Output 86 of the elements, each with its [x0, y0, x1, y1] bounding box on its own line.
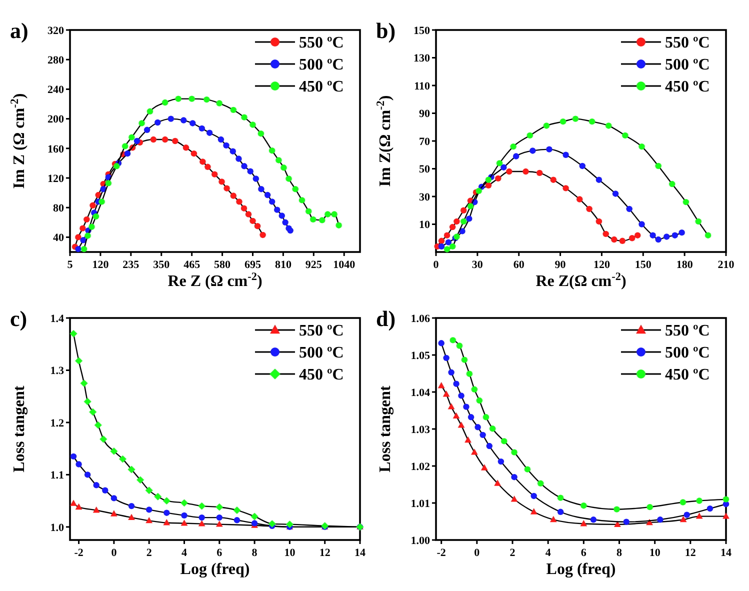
x-tick-label: 12	[319, 547, 331, 559]
y-tick-label: 1.2	[50, 417, 64, 430]
x-tick-label: 8	[616, 547, 622, 559]
y-tick-label: 1.01	[410, 498, 430, 510]
y-tick-label: 130	[414, 52, 430, 65]
x-tick-label: 120	[92, 259, 110, 271]
y-tick-label: 1.04	[410, 386, 430, 399]
x-tick-label: 350	[153, 259, 170, 271]
x-tick-label: -2	[436, 547, 446, 559]
x-tick-label: 0	[433, 259, 440, 271]
chart-title: c)	[10, 306, 28, 331]
y-tick-label: 200	[48, 114, 64, 126]
x-tick-label: 0	[111, 547, 118, 559]
chart-title: a)	[10, 18, 28, 43]
legend-label: 550 ºC	[299, 34, 344, 52]
y-tick-label: 80	[53, 202, 64, 214]
x-tick-label: 10	[649, 547, 661, 559]
x-tick-label: 60	[513, 259, 525, 271]
x-tick-label: -2	[74, 547, 84, 559]
chart-title: d)	[376, 306, 396, 331]
x-tick-label: 925	[305, 259, 322, 271]
legend-label: 500 ºC	[665, 344, 710, 362]
x-tick-label: 10	[284, 547, 296, 559]
legend-label: 450 ºC	[299, 78, 344, 96]
y-tick-label: 70	[419, 136, 430, 148]
y-tick-label: 280	[48, 54, 64, 66]
x-tick-label: 30	[472, 259, 484, 271]
x-tick-label: 90	[554, 259, 566, 271]
y-tick-label: 30	[419, 191, 430, 204]
x-tick-label: 12	[684, 547, 696, 559]
y-tick-label: 1.0	[50, 522, 64, 534]
y-tick-label: 1.03	[410, 424, 430, 436]
x-tick-label: 150	[634, 259, 652, 271]
x-axis-title: Re Z(Ω cm$^{-2}$)	[536, 271, 626, 290]
x-tick-label: 695	[244, 259, 262, 271]
y-tick-label: 90	[419, 108, 430, 120]
y-tick-label: 10	[419, 219, 430, 232]
x-tick-label: 5	[67, 259, 74, 271]
y-tick-label: 50	[419, 164, 430, 176]
x-tick-label: 465	[184, 259, 201, 271]
y-tick-label: 110	[414, 80, 430, 92]
y-tick-label: 160	[48, 143, 64, 156]
x-tick-label: 4	[181, 547, 188, 559]
legend-label: 550 ºC	[665, 34, 710, 52]
x-tick-label: 6	[580, 547, 587, 559]
x-tick-label: 120	[593, 259, 610, 271]
y-tick-label: 320	[48, 24, 64, 37]
legend-label: 550 ºC	[665, 322, 710, 340]
x-axis-title: Log (freq)	[180, 561, 250, 578]
legend-label: 450 ºC	[299, 366, 344, 384]
legend-label: 500 ºC	[665, 56, 710, 74]
x-axis-title: Re Z (Ω cm$^{-2}$)	[168, 271, 262, 290]
x-tick-label: 14	[720, 547, 732, 559]
x-tick-label: 180	[676, 259, 694, 271]
legend-label: 450 ºC	[665, 366, 710, 384]
legend-label: 550 ºC	[299, 322, 344, 340]
y-tick-label: 1.06	[410, 312, 430, 325]
x-axis-title: Log (freq)	[546, 561, 616, 578]
x-tick-label: 1040	[333, 259, 356, 271]
x-tick-label: 210	[718, 259, 735, 271]
x-tick-label: 6	[216, 547, 223, 559]
y-axis-title: Loss tangent	[11, 384, 28, 472]
y-tick-label: 1.05	[410, 350, 430, 362]
y-tick-label: 1.02	[410, 460, 430, 473]
chart-title: b)	[376, 18, 396, 43]
y-tick-label: 1.00	[410, 534, 430, 547]
y-tick-label: 1.4	[50, 312, 64, 325]
x-tick-label: 2	[510, 547, 516, 559]
y-tick-label: 150	[414, 24, 430, 37]
y-tick-label: 240	[48, 84, 64, 96]
y-axis-title: Loss tangent	[377, 384, 394, 472]
legend-label: 450 ºC	[665, 78, 710, 96]
legend-label: 500 ºC	[299, 344, 344, 362]
y-tick-label: 1.3	[50, 365, 64, 378]
x-tick-label: 8	[252, 547, 258, 559]
x-tick-label: 235	[122, 259, 140, 271]
x-tick-label: 4	[545, 547, 552, 559]
y-tick-label: 1.1	[50, 470, 64, 482]
x-tick-label: 14	[354, 547, 366, 559]
x-tick-label: 0	[474, 547, 480, 559]
x-tick-label: 2	[146, 547, 152, 559]
y-tick-label: 120	[48, 172, 64, 185]
y-tick-label: 40	[53, 232, 64, 244]
x-tick-label: 580	[214, 259, 232, 271]
legend-label: 500 ºC	[299, 56, 344, 74]
x-tick-label: 810	[274, 259, 292, 271]
